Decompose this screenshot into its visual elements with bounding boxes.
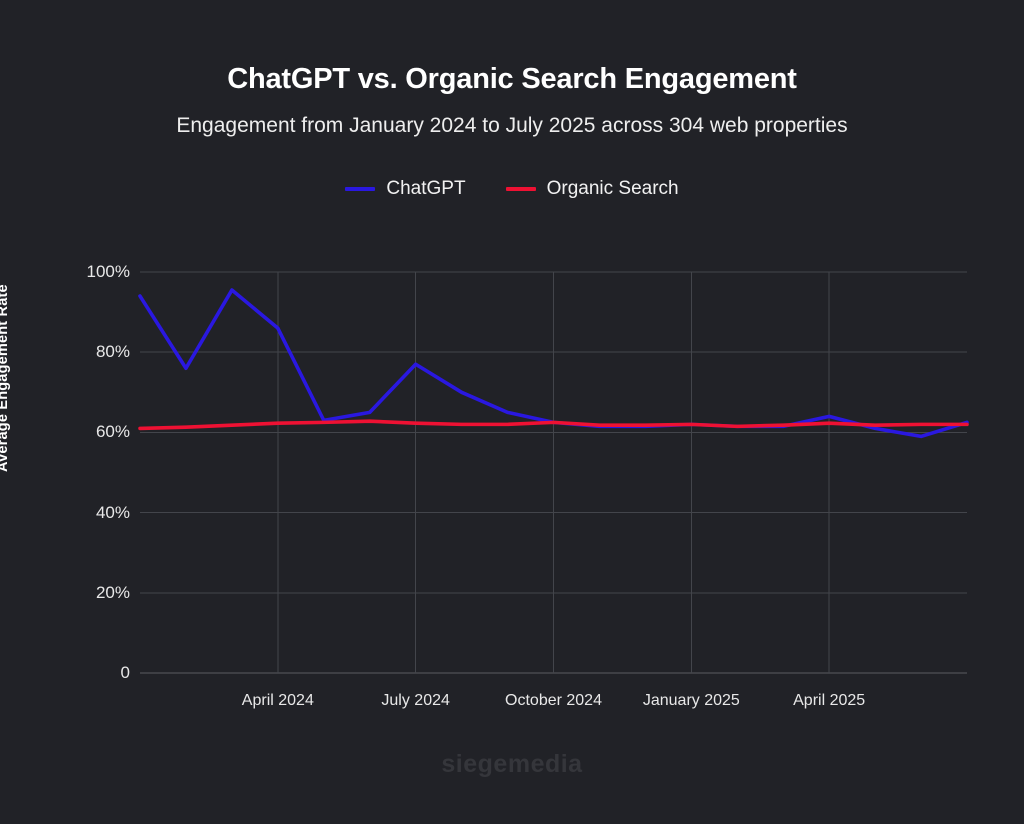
- y-tick-label: 60%: [95, 422, 130, 442]
- series-line-organic-search: [138, 419, 969, 431]
- chart-title: ChatGPT vs. Organic Search Engagement: [227, 63, 797, 95]
- plot-area: [138, 271, 969, 674]
- y-axis-title: Average Engagement Rate: [0, 284, 11, 472]
- y-tick-label: 100%: [86, 262, 130, 281]
- legend-item-chatgpt[interactable]: ChatGPT: [345, 178, 466, 200]
- vertical-gridlines: [277, 272, 830, 673]
- x-tick-label: January 2025: [642, 692, 740, 709]
- chart-plot-svg: [138, 271, 969, 674]
- chart-legend: ChatGPT Organic Search: [0, 178, 1024, 200]
- watermark: siegemedia: [441, 750, 583, 778]
- legend-item-label: Organic Search: [546, 178, 679, 199]
- legend-item-organic-search[interactable]: Organic Search: [505, 178, 679, 200]
- chart-subtitle: Engagement from January 2024 to July 202…: [176, 114, 848, 137]
- y-tick-label: 80%: [95, 342, 130, 362]
- legend-swatch-icon: [505, 187, 536, 191]
- x-tick-label: April 2025: [793, 692, 866, 709]
- y-tick-label: 20%: [95, 582, 130, 602]
- y-axis-tick-labels: 0 20% 40% 60% 80% 100%: [22, 0, 130, 824]
- legend-swatch-icon: [345, 187, 376, 191]
- x-tick-label: April 2024: [241, 692, 314, 709]
- y-tick-label: 40%: [95, 502, 130, 522]
- x-tick-label: October 2024: [505, 692, 602, 709]
- x-tick-label: July 2024: [381, 692, 450, 709]
- y-tick-label: 0: [120, 663, 130, 682]
- legend-item-label: ChatGPT: [386, 178, 466, 199]
- data-series-group: [138, 288, 969, 439]
